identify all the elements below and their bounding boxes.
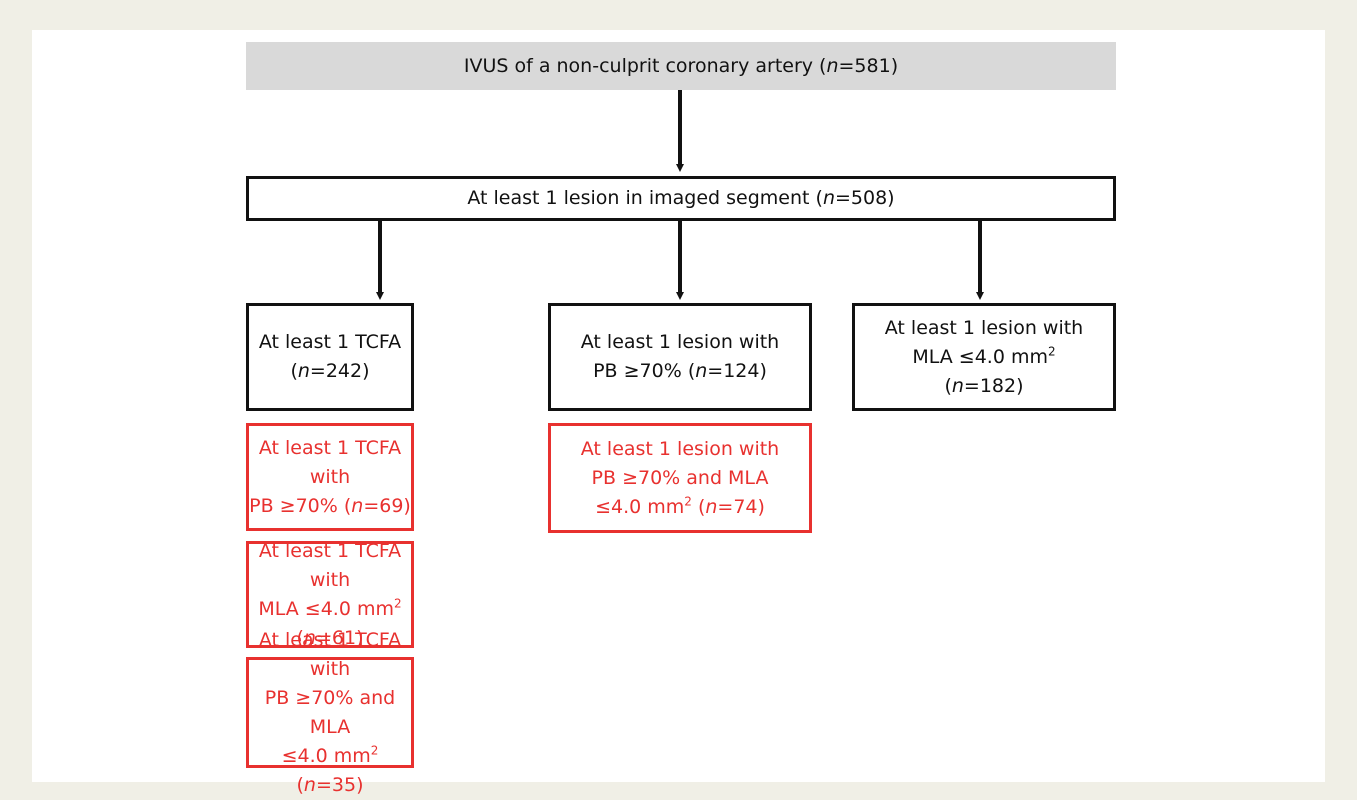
text: PB ≥70% and MLA — [264, 686, 396, 738]
text: =35) — [315, 773, 364, 796]
line: At least 1 lesion with — [581, 328, 779, 357]
text: 2 — [394, 596, 402, 611]
text: 2 — [370, 743, 379, 758]
line: PB ≥70% and MLA — [249, 684, 411, 742]
node: At least 1 lesion with PB ≥70% (n=124) — [548, 303, 812, 411]
line: PB ≥70% and MLA — [592, 464, 769, 493]
text: n — [303, 773, 316, 796]
line: (n=182) — [944, 372, 1023, 401]
text: PB ≥70% and MLA — [591, 466, 769, 489]
line: ≤4.0 mm2 (n=74) — [595, 493, 765, 522]
text: At least 1 lesion with — [884, 316, 1084, 339]
line: MLA ≤4.0 mm2 (n=61) — [249, 595, 411, 653]
text: n — [826, 54, 839, 77]
node: At least 1 lesion with MLA ≤4.0 mm2 (n=1… — [852, 303, 1116, 411]
text: IVUS of a non-culprit coronary artery ( — [463, 54, 827, 77]
text: At least 1 TCFA with — [258, 539, 402, 591]
text: =581) — [838, 54, 899, 77]
text: ( — [296, 773, 304, 796]
line: At least 1 lesion with — [885, 314, 1083, 343]
text: n — [822, 187, 835, 209]
text: At least 1 TCFA — [258, 331, 402, 353]
text: ( — [296, 626, 304, 649]
line: At least 1 lesion with — [581, 435, 779, 464]
page: IVUS of a non-culprit coronary artery (n… — [32, 30, 1325, 796]
node: At least 1 TCFA with PB ≥70% and MLA ≤4.… — [246, 629, 414, 796]
node: At least 1 lesion with PB ≥70% and MLA ≤… — [548, 423, 812, 533]
line: At least 1 TCFA with — [249, 537, 411, 595]
text: n — [695, 360, 708, 382]
line: MLA ≤4.0 mm2 — [912, 343, 1055, 372]
node: At least 1 TCFA with PB ≥70% (n=69) — [246, 423, 414, 531]
node: At least 1 lesion in imaged segment (n=5… — [246, 176, 1116, 221]
text: MLA ≤4.0 mm — [258, 597, 394, 620]
line: ≤4.0 mm2 (n=35) — [249, 742, 411, 800]
text: At least 1 lesion with — [580, 331, 780, 353]
text: At least 1 TCFA with — [258, 628, 402, 680]
line: At least 1 TCFA — [259, 328, 401, 357]
text: ≤4.0 mm — [281, 744, 371, 767]
line: (n=242) — [290, 357, 369, 386]
text: =508) — [835, 187, 895, 209]
text: ( — [691, 495, 706, 518]
text: =74) — [717, 495, 765, 518]
text: n — [705, 495, 718, 518]
text: 2 — [684, 494, 692, 509]
text: ( — [290, 360, 298, 382]
text: At least 1 lesion with — [580, 437, 780, 460]
text: At least 1 lesion in imaged segment ( — [467, 187, 823, 209]
line: At least 1 TCFA with — [249, 626, 411, 684]
text: ( — [944, 374, 952, 397]
line: At least 1 TCFA with — [249, 434, 411, 492]
text: =242) — [309, 360, 370, 382]
text: 2 — [1048, 344, 1056, 359]
text: At least 1 TCFA with — [258, 436, 402, 488]
node: At least 1 TCFA with MLA ≤4.0 mm2 (n=61) — [246, 540, 414, 649]
text: PB ≥70% ( — [593, 360, 696, 382]
arrows — [376, 90, 984, 300]
text: ≤4.0 mm — [595, 495, 685, 518]
text: n — [351, 494, 364, 517]
node: At least 1 TCFA (n=242) — [246, 303, 414, 411]
line: PB ≥70% (n=124) — [593, 357, 767, 386]
text: n — [303, 626, 316, 649]
text: =61) — [315, 626, 364, 649]
text: =182) — [963, 374, 1024, 397]
text: n — [297, 360, 310, 382]
text: =69) — [363, 494, 411, 517]
line: At least 1 lesion in imaged segment (n=5… — [467, 184, 894, 213]
line: PB ≥70% (n=69) — [249, 492, 411, 521]
text: =124) — [707, 360, 767, 382]
text: n — [951, 374, 964, 397]
text: PB ≥70% ( — [249, 494, 352, 517]
root-node: IVUS of a non-culprit coronary artery (n… — [246, 42, 1116, 90]
text: MLA ≤4.0 mm — [912, 345, 1048, 368]
line: IVUS of a non-culprit coronary artery (n… — [464, 52, 898, 81]
